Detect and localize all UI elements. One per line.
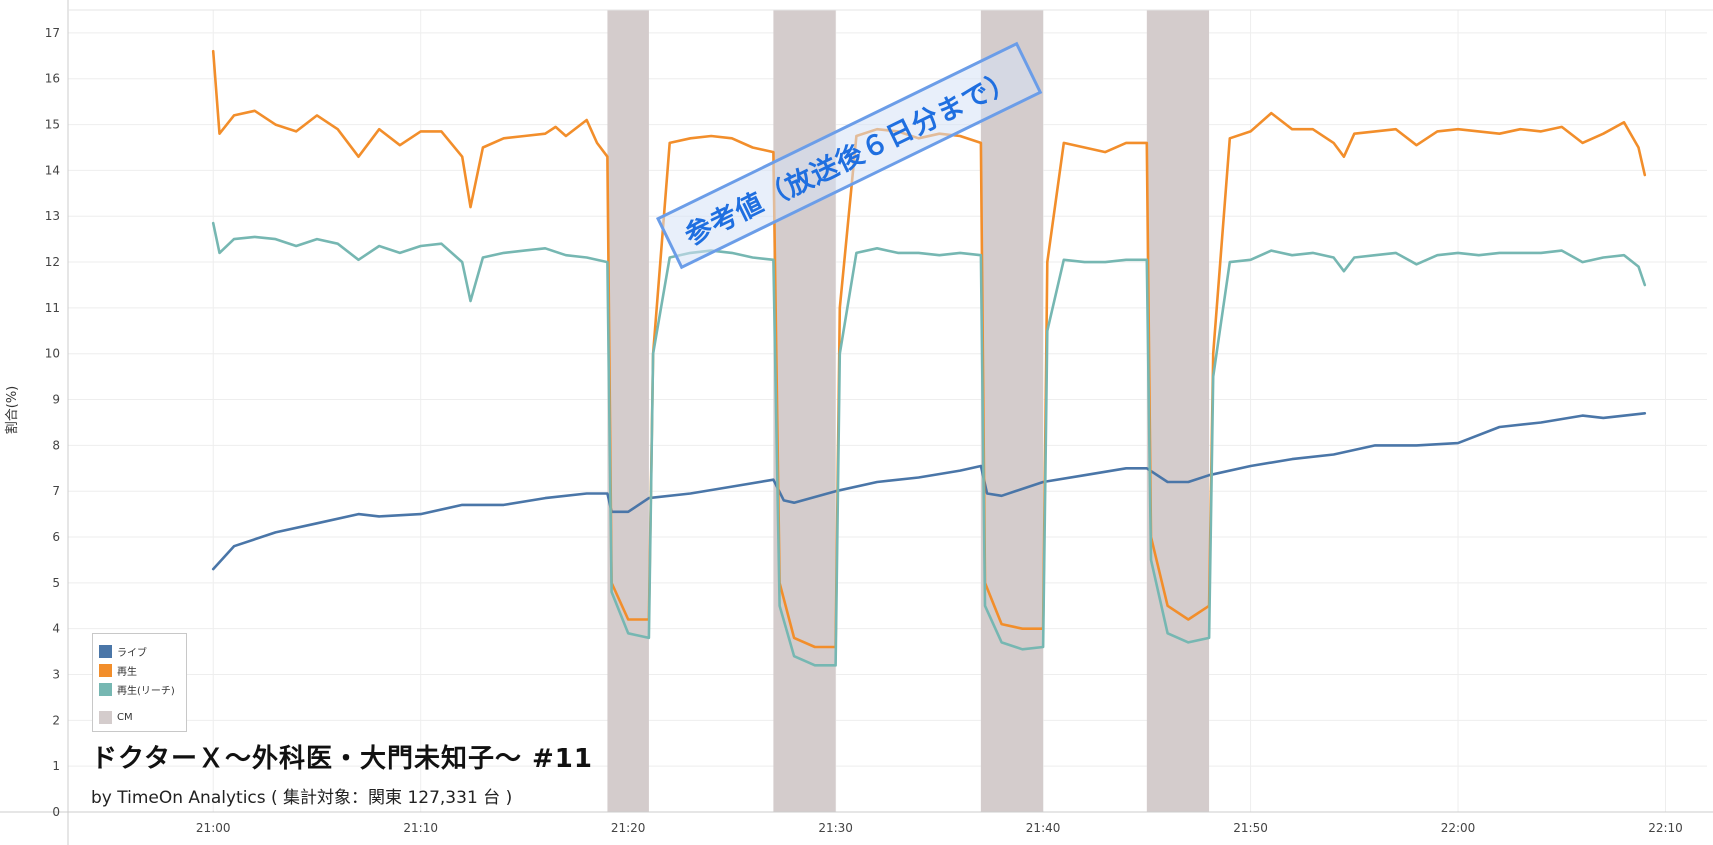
x-tick-label: 22:10 [1648,821,1683,835]
chart-title: ドクターＸ～外科医・大門未知子～ #11 [91,744,593,774]
y-tick-label: 11 [45,301,60,315]
y-tick-label: 14 [45,163,60,177]
cm-band [1146,10,1210,812]
cm-band [980,10,1044,812]
y-tick-label: 4 [52,622,60,636]
y-tick-label: 12 [45,255,60,269]
legend-item-live: ライブ [99,644,147,659]
y-tick-label: 0 [52,805,60,819]
title-block: ドクターＸ～外科医・大門未知子～ #11 by TimeOn Analytics… [91,738,593,808]
y-tick-label: 1 [52,759,60,773]
legend: ライブ 再生 再生(リーチ) CM [92,633,187,732]
y-tick-label: 7 [52,484,60,498]
y-tick-label: 15 [45,118,60,132]
series-line-reach [211,221,1647,667]
y-tick-label: 3 [52,668,60,682]
legend-swatch-reach [99,682,112,696]
legend-item-cm: CM [99,710,133,724]
legend-label-cm: CM [117,711,133,723]
cm-bands [607,10,1210,812]
cm-band [773,10,836,812]
legend-label-live: ライブ [117,647,147,659]
legend-item-reach: 再生(リーチ) [99,682,175,697]
y-tick-label: 6 [52,530,60,544]
y-tick-label: 16 [45,72,60,86]
legend-swatch-live [99,644,112,658]
legend-label-reach: 再生(リーチ) [117,685,175,697]
y-tick-label: 13 [45,209,60,223]
x-tick-label: 21:40 [1026,821,1061,835]
series-line-live [211,412,1647,571]
y-tick-label: 17 [45,26,60,40]
x-tick-label: 21:20 [611,821,646,835]
y-tick-label: 5 [52,576,60,590]
y-tick-label: 10 [45,347,60,361]
y-axis-label: 割合(%) [4,386,20,435]
cm-band [607,10,649,812]
legend-swatch-cm [99,710,112,724]
x-tick-label: 21:50 [1233,821,1268,835]
y-tick-label: 8 [52,438,60,452]
chart-subtitle: by TimeOn Analytics ( 集計対象：関東 127,331 台 … [91,788,513,808]
y-tick-label: 2 [52,713,60,727]
x-tick-label: 21:00 [196,821,231,835]
y-tick-label: 9 [52,393,60,407]
x-tick-label: 21:30 [818,821,853,835]
x-tick-label: 21:10 [403,821,438,835]
legend-swatch-replay [99,663,112,677]
legend-label-replay: 再生 [117,666,137,678]
x-tick-label: 22:00 [1441,821,1476,835]
legend-item-replay: 再生 [99,663,137,678]
